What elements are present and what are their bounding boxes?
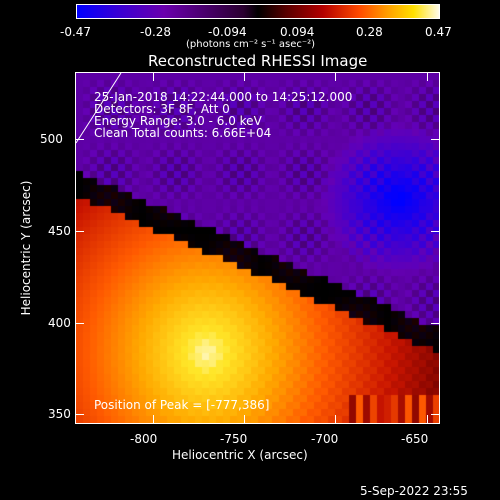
y-tick-mark bbox=[76, 139, 84, 140]
y-tick-mark bbox=[431, 231, 439, 232]
plot-overlay bbox=[76, 73, 122, 144]
colorbar-tick-label-3: -0.094 bbox=[208, 25, 247, 39]
x-tick-mark bbox=[244, 415, 245, 423]
x-tick-label: -800 bbox=[130, 432, 158, 446]
x-tick-mark bbox=[427, 73, 428, 81]
x-tick-mark bbox=[153, 415, 154, 423]
x-tick-label: -700 bbox=[311, 432, 339, 446]
y-tick-mark bbox=[76, 414, 84, 415]
plot-frame: 25-Jan-2018 14:22:44.000 to 14:25:12.000… bbox=[75, 72, 440, 424]
info-line-2: Detectors: 3F 8F, Att 0 bbox=[94, 102, 230, 116]
y-tick-mark bbox=[431, 323, 439, 324]
colorbar-tick-label-2: -0.28 bbox=[140, 25, 172, 39]
plot-title: Reconstructed RHESSI Image bbox=[148, 52, 368, 70]
y-tick-label: 400 bbox=[48, 316, 71, 330]
y-tick-label: 450 bbox=[48, 224, 71, 238]
y-tick-label: 350 bbox=[48, 407, 71, 421]
x-tick-label: -750 bbox=[220, 432, 248, 446]
info-line-1: 25-Jan-2018 14:22:44.000 to 14:25:12.000 bbox=[94, 90, 353, 104]
y-tick-mark bbox=[76, 323, 84, 324]
colorbar-units-label: (photons cm⁻² s⁻¹ asec⁻²) bbox=[186, 39, 316, 50]
x-tick-mark bbox=[153, 73, 154, 81]
colorbar-tick-label-4: 0.094 bbox=[280, 25, 315, 39]
rhessi-image-heatmap bbox=[76, 73, 439, 423]
x-axis-label: Heliocentric X (arcsec) bbox=[172, 448, 308, 462]
info-line-4: Clean Total counts: 6.66E+04 bbox=[94, 126, 272, 140]
x-tick-label: -650 bbox=[401, 432, 429, 446]
x-tick-mark bbox=[244, 73, 245, 81]
colorbar bbox=[76, 4, 440, 19]
colorbar-tick-label-6: 0.47 bbox=[425, 25, 452, 39]
x-tick-mark bbox=[427, 415, 428, 423]
y-axis-label: Heliocentric Y (arcsec) bbox=[19, 180, 33, 316]
footer-timestamp: 5-Sep-2022 23:55 bbox=[360, 484, 468, 498]
limb-line bbox=[76, 73, 122, 144]
colorbar-tick-label-1: -0.47 bbox=[60, 25, 92, 39]
y-tick-mark bbox=[76, 231, 84, 232]
y-tick-mark bbox=[431, 414, 439, 415]
peak-position-label: Position of Peak = [-777,386] bbox=[94, 398, 270, 412]
colorbar-tick-label-5: 0.28 bbox=[356, 25, 383, 39]
x-tick-mark bbox=[335, 415, 336, 423]
x-tick-mark bbox=[335, 73, 336, 81]
y-tick-mark bbox=[431, 139, 439, 140]
info-line-3: Energy Range: 3.0 - 6.0 keV bbox=[94, 114, 262, 128]
y-tick-label: 500 bbox=[40, 132, 63, 146]
